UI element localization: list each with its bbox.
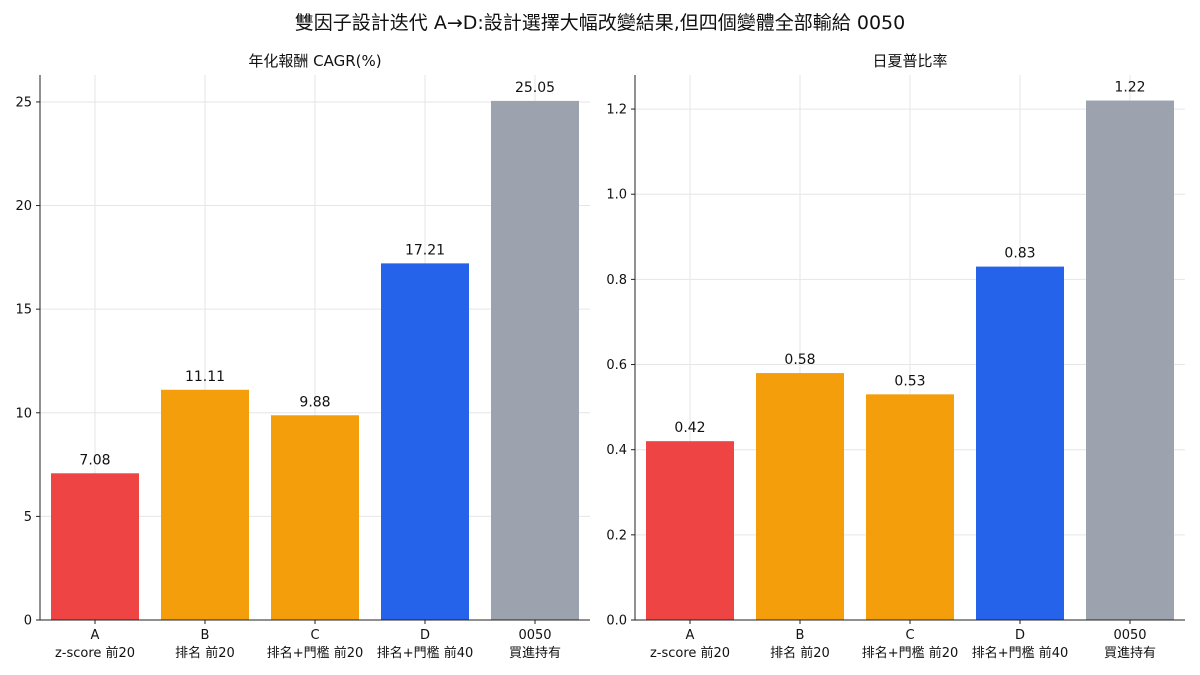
data-label: 9.88 (299, 394, 330, 410)
y-tick-label: 0.6 (606, 358, 627, 373)
x-tick-sublabel: z-score 前20 (650, 645, 730, 661)
x-tick-sublabel: z-score 前20 (55, 645, 135, 661)
x-tick-sublabel: 排名 前20 (175, 645, 235, 661)
x-tick-label: A (686, 628, 695, 643)
data-label: 0.42 (674, 420, 705, 436)
data-label: 0.58 (784, 352, 815, 368)
y-tick-label: 10 (15, 406, 32, 421)
x-tick-label: 0050 (518, 628, 551, 643)
x-tick-sublabel: 買進持有 (509, 646, 561, 661)
y-tick-label: 0.0 (606, 614, 627, 629)
x-tick-label: A (91, 628, 100, 643)
chart-panel-2: 0.42 0.58 0.53 0.83 1.22 0.0 0.2 0.4 0.6 0.8 1.0 1.… (606, 52, 1185, 661)
y-tick-label: 25 (15, 95, 32, 110)
bar-C (866, 394, 954, 620)
bar-C (271, 415, 359, 620)
y-tick-label: 0 (24, 614, 32, 629)
figure-title: 雙因子設計迭代 A→D:設計選擇大幅改變結果,但四個變體全部輸給 0050 (294, 12, 906, 34)
panel-title: 日夏普比率 (872, 52, 947, 70)
x-tick-sublabel: 排名+門檻 前40 (972, 645, 1069, 661)
data-label: 0.53 (894, 373, 925, 389)
y-tick-label: 1.0 (606, 188, 627, 203)
x-tick-label: B (796, 628, 805, 643)
x-tick-sublabel: 排名+門檻 前40 (377, 645, 474, 661)
x-tick-label: D (1015, 628, 1025, 643)
data-label: 1.22 (1114, 80, 1145, 96)
y-tick-label: 0.2 (606, 528, 627, 543)
bar-0050 (1086, 100, 1174, 620)
bar-A (51, 473, 139, 620)
bar-D (381, 263, 469, 620)
data-label: 7.08 (79, 452, 110, 468)
bar-B (756, 373, 844, 620)
y-tick-label: 0.4 (606, 443, 627, 458)
panel-title: 年化報酬 CAGR(%) (248, 52, 381, 70)
chart-panel-1: 7.08 11.11 9.88 17.21 25.05 0 5 10 15 20 25 Az-scor… (15, 52, 590, 661)
y-tick-label: 0.8 (606, 273, 627, 288)
data-label: 17.21 (405, 242, 445, 258)
x-tick-label: B (201, 628, 210, 643)
x-tick-label: D (420, 628, 430, 643)
x-tick-label: C (310, 628, 319, 643)
x-tick-sublabel: 排名+門檻 前20 (862, 645, 959, 661)
data-label: 25.05 (515, 80, 555, 96)
x-tick-label: 0050 (1113, 628, 1146, 643)
y-tick-label: 5 (24, 510, 32, 525)
data-label: 0.83 (1004, 246, 1035, 262)
bar-0050 (491, 100, 579, 621)
x-tick-sublabel: 排名 前20 (770, 645, 830, 661)
data-label: 11.11 (185, 369, 225, 385)
bar-B (161, 389, 249, 620)
y-tick-label: 15 (15, 303, 32, 318)
bar-D (976, 266, 1064, 620)
bar-A (646, 441, 734, 620)
y-tick-label: 1.2 (606, 103, 627, 118)
x-tick-sublabel: 排名+門檻 前20 (267, 645, 364, 661)
x-tick-sublabel: 買進持有 (1104, 646, 1156, 661)
y-tick-label: 20 (15, 199, 32, 214)
x-tick-label: C (905, 628, 914, 643)
